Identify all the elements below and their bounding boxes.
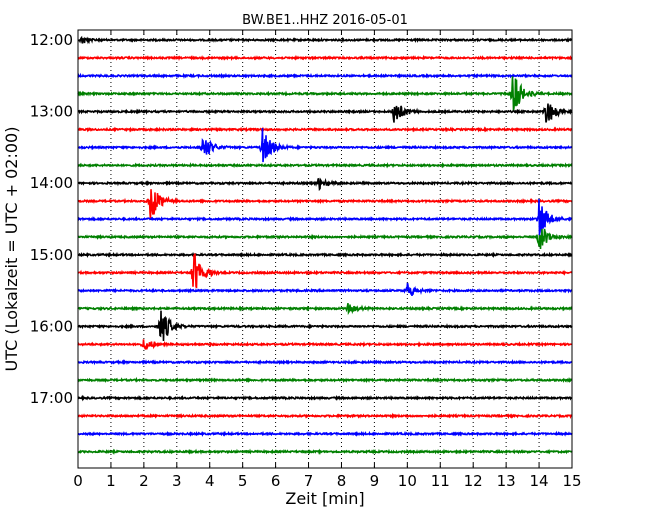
x-tick-label: 15 xyxy=(562,472,581,490)
x-tick-label: 0 xyxy=(73,472,83,490)
trace-row-1715 xyxy=(77,412,573,420)
trace-row-1330 xyxy=(77,127,573,163)
trace-row-1445 xyxy=(77,228,573,250)
trace-row-1700 xyxy=(77,394,573,402)
x-tick-label: 2 xyxy=(139,472,149,490)
trace-row-1600 xyxy=(77,310,573,341)
x-tick-label: 7 xyxy=(304,472,314,490)
trace-row-1430 xyxy=(77,198,573,238)
trace-row-1515 xyxy=(77,253,573,289)
trace-row-1500 xyxy=(77,251,573,259)
y-tick-label: 16:00 xyxy=(30,317,73,335)
x-tick-label: 10 xyxy=(398,472,417,490)
trace-row-1630 xyxy=(77,358,573,366)
x-tick-label: 11 xyxy=(431,472,450,490)
y-axis-label: UTC (Lokalzeit = UTC + 02:00) xyxy=(2,127,21,372)
trace-row-1645 xyxy=(77,376,573,384)
x-tick-label: 4 xyxy=(205,472,215,490)
trace-row-1415 xyxy=(77,189,573,220)
trace-row-1345 xyxy=(77,161,573,169)
x-tick-label: 14 xyxy=(530,472,549,490)
x-tick-label: 3 xyxy=(172,472,182,490)
x-tick-label: 1 xyxy=(106,472,116,490)
trace-row-1745 xyxy=(77,448,573,456)
chart-title: BW.BE1..HHZ 2016-05-01 xyxy=(242,13,408,28)
trace-row-1400 xyxy=(77,177,573,192)
trace-row-1230 xyxy=(77,72,573,80)
y-tick-label: 12:00 xyxy=(30,31,73,49)
trace-row-1200 xyxy=(77,35,573,45)
trace-row-1315 xyxy=(77,126,573,133)
x-tick-label: 6 xyxy=(271,472,281,490)
gridlines xyxy=(110,30,540,468)
x-axis-ticks: 0 1 2 3 4 5 6 7 8 9 10 11 12 13 14 15 xyxy=(73,30,582,490)
y-tick-label: 13:00 xyxy=(30,103,73,121)
trace-row-1530 xyxy=(77,282,573,297)
trace-row-1545 xyxy=(77,303,573,316)
x-tick-label: 12 xyxy=(464,472,483,490)
x-tick-label: 5 xyxy=(238,472,248,490)
y-tick-label: 14:00 xyxy=(30,174,73,192)
seismic-traces xyxy=(77,35,573,456)
y-tick-label: 17:00 xyxy=(30,389,73,407)
trace-row-1215 xyxy=(77,54,573,62)
trace-row-1245 xyxy=(77,76,573,112)
x-tick-label: 13 xyxy=(497,472,516,490)
x-axis-label: Zeit [min] xyxy=(285,489,364,508)
trace-row-1615 xyxy=(77,339,573,351)
trace-row-1730 xyxy=(77,430,573,437)
trace-row-1300 xyxy=(77,103,573,123)
y-axis-ticks: 12:00 13:00 14:00 15:00 16:00 17:00 xyxy=(30,31,572,407)
x-tick-label: 8 xyxy=(337,472,347,490)
plot-frame xyxy=(77,29,573,469)
x-tick-label: 9 xyxy=(370,472,380,490)
y-tick-label: 15:00 xyxy=(30,246,73,264)
